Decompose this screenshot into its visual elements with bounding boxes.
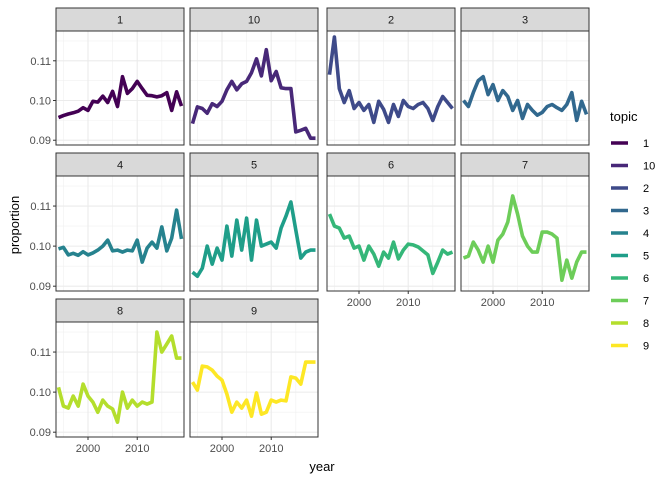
facet-strip-label: 1 <box>117 15 123 27</box>
series-line-topic-2 <box>327 35 454 125</box>
legend-entry-topic-7: 7 <box>611 296 649 308</box>
facet-strip-label: 5 <box>251 160 257 172</box>
legend-label: 10 <box>643 161 655 173</box>
legend-entry-topic-1: 1 <box>611 138 649 150</box>
facet-topic-4: 4 0.09 0.10 0.11 <box>30 152 185 293</box>
series-line-topic-1 <box>57 74 184 120</box>
x-tick-label: 2010 <box>125 443 149 455</box>
panel-border <box>460 30 590 146</box>
panel-border <box>326 175 456 292</box>
legend-label: 2 <box>643 183 649 195</box>
legend-label: 8 <box>643 318 649 330</box>
facet-panels: 1 0.09 0.10 0.11 10 2 3 4 0.09 0.10 0.11 5 6 2000 2010… <box>30 7 590 455</box>
x-tick-label: 2010 <box>259 443 283 455</box>
legend-label: 9 <box>643 341 649 353</box>
facet-topic-5: 5 <box>189 152 319 292</box>
facet-topic-8: 8 0.09 0.10 0.11 2000 2010 <box>30 298 185 455</box>
legend-entry-topic-3: 3 <box>611 206 649 218</box>
panel-border <box>189 321 319 438</box>
y-tick-label: 0.11 <box>30 201 51 213</box>
facet-topic-6: 6 2000 2010 <box>326 152 456 309</box>
series-line-topic-8 <box>56 330 182 425</box>
x-tick-label: 2000 <box>347 297 371 309</box>
x-tick-label: 2010 <box>530 297 554 309</box>
series-line-topic-3 <box>462 74 589 123</box>
facet-topic-3: 3 <box>460 7 590 146</box>
facet-strip-label: 3 <box>522 15 528 27</box>
legend-entry-topic-9: 9 <box>611 341 649 353</box>
series-line-topic-9 <box>190 360 316 419</box>
panel-border <box>55 30 185 146</box>
y-tick-label: 0.10 <box>30 241 51 253</box>
legend-entry-topic-4: 4 <box>611 228 649 240</box>
series-line-topic-6 <box>327 213 454 276</box>
legend-entry-topic-10: 10 <box>611 161 655 173</box>
panel-border <box>55 321 185 438</box>
legend-label: 6 <box>643 273 649 285</box>
y-tick-label: 0.09 <box>30 281 51 293</box>
facet-topic-9: 9 2000 2010 <box>189 298 319 455</box>
legend-label: 4 <box>643 228 649 240</box>
legend-title: topic <box>610 109 638 124</box>
facet-strip-label: 6 <box>388 160 394 172</box>
panel-background <box>461 31 589 145</box>
y-tick-label: 0.09 <box>30 135 51 147</box>
legend: topic 1 10 2 3 4 5 6 7 8 9 <box>610 109 655 353</box>
x-tick-label: 2010 <box>396 297 420 309</box>
panel-background <box>190 31 318 145</box>
panel-border <box>189 30 319 146</box>
y-tick-label: 0.10 <box>30 96 51 108</box>
legend-label: 5 <box>643 251 649 263</box>
facet-strip-label: 7 <box>522 160 528 172</box>
legend-entry-topic-2: 2 <box>611 183 649 195</box>
y-tick-label: 0.11 <box>30 56 51 68</box>
legend-label: 7 <box>643 296 649 308</box>
x-tick-label: 2000 <box>481 297 505 309</box>
series-line-topic-7 <box>462 194 587 283</box>
legend-label: 1 <box>643 138 649 150</box>
facet-topic-7: 7 2000 2010 <box>460 152 590 309</box>
y-tick-label: 0.09 <box>30 427 51 439</box>
panel-background <box>461 176 589 291</box>
facet-strip-label: 2 <box>388 15 394 27</box>
facet-topic-1: 1 0.09 0.10 0.11 <box>30 7 185 147</box>
series-line-topic-5 <box>191 200 316 279</box>
y-axis-title: proportion <box>7 196 22 255</box>
panel-border <box>326 30 456 146</box>
panel-border <box>189 175 319 292</box>
x-tick-label: 2000 <box>76 443 100 455</box>
y-tick-label: 0.11 <box>30 347 51 359</box>
series-line-topic-4 <box>57 208 184 264</box>
panel-background <box>327 176 455 291</box>
facet-strip-label: 4 <box>117 160 123 172</box>
panel-background <box>56 322 184 437</box>
legend-label: 3 <box>643 206 649 218</box>
panel-background <box>327 31 455 145</box>
legend-entry-topic-5: 5 <box>611 251 649 263</box>
legend-entry-topic-6: 6 <box>611 273 649 285</box>
facet-strip-label: 10 <box>248 15 260 27</box>
panel-border <box>55 175 185 292</box>
facet-topic-10: 10 <box>189 7 319 146</box>
y-tick-label: 0.10 <box>30 387 51 399</box>
x-tick-label: 2000 <box>210 443 234 455</box>
facet-topic-2: 2 <box>326 7 456 146</box>
x-axis-title: year <box>309 459 335 474</box>
series-line-topic-10 <box>190 47 316 140</box>
panel-border <box>460 175 590 292</box>
facet-strip-label: 9 <box>251 306 257 318</box>
facet-strip-label: 8 <box>117 306 123 318</box>
legend-entry-topic-8: 8 <box>611 318 649 330</box>
